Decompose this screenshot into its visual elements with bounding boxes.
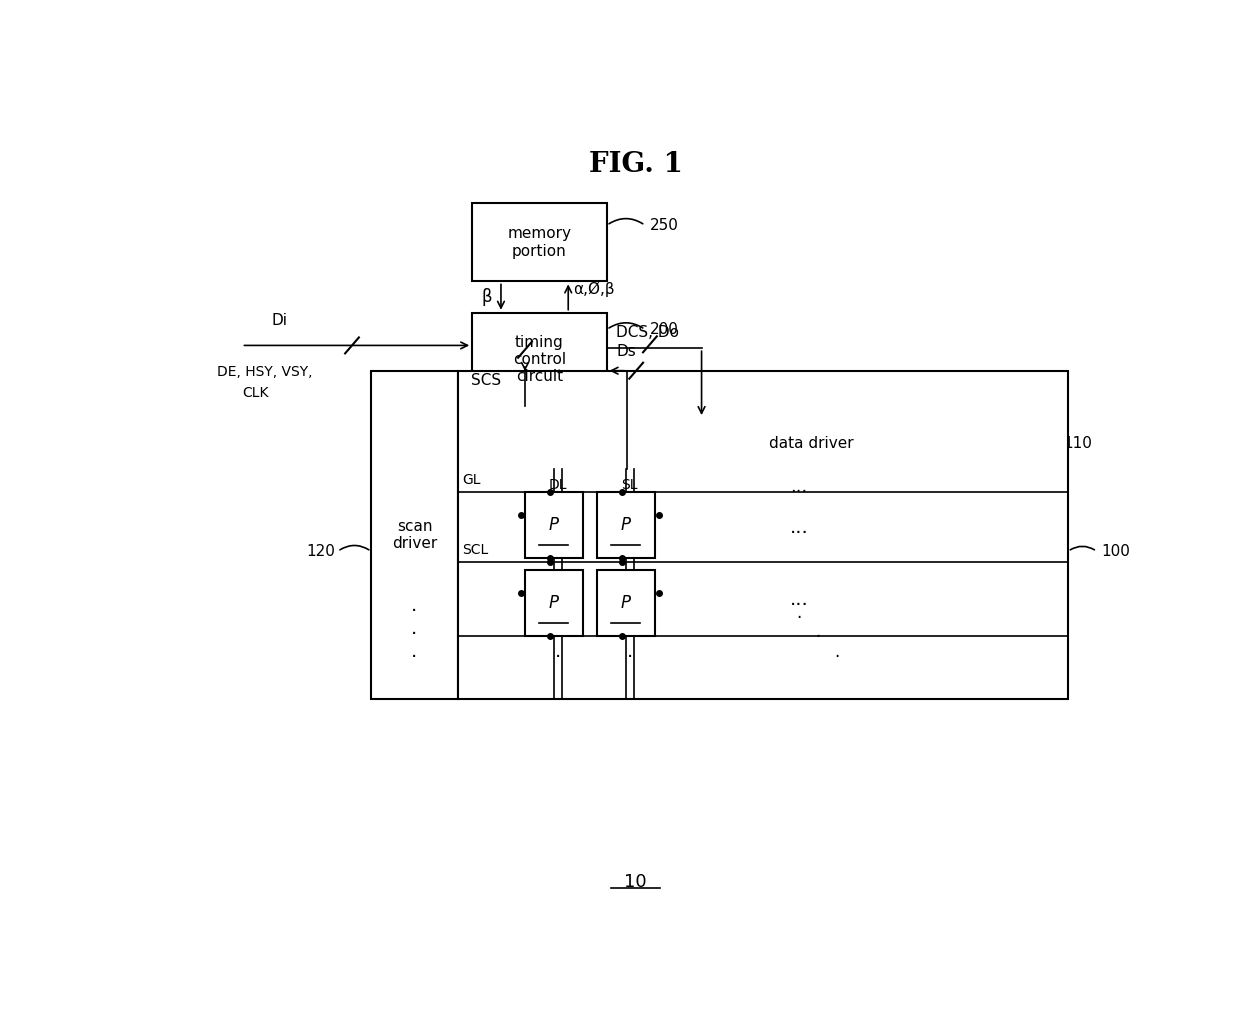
FancyBboxPatch shape xyxy=(525,492,583,558)
Text: .: . xyxy=(816,623,821,641)
Text: .: . xyxy=(412,596,418,615)
Text: ...: ... xyxy=(790,478,807,496)
FancyBboxPatch shape xyxy=(458,371,1068,699)
Text: P: P xyxy=(621,517,631,534)
Text: .: . xyxy=(626,596,632,615)
Text: .: . xyxy=(554,596,560,615)
Text: .: . xyxy=(626,642,632,661)
FancyBboxPatch shape xyxy=(596,570,655,636)
Text: Ds: Ds xyxy=(616,344,636,359)
Text: data driver: data driver xyxy=(769,436,853,451)
Text: DCS, Do: DCS, Do xyxy=(616,325,680,340)
Text: .: . xyxy=(412,642,418,661)
Text: P: P xyxy=(621,595,631,612)
Text: β: β xyxy=(481,288,492,306)
Text: 120: 120 xyxy=(306,544,335,559)
Text: .: . xyxy=(835,643,839,660)
Text: P: P xyxy=(549,517,559,534)
Text: P: P xyxy=(549,595,559,612)
Text: 200: 200 xyxy=(650,322,678,337)
Text: α,Ø,β: α,Ø,β xyxy=(573,282,615,297)
Text: .: . xyxy=(412,619,418,638)
Text: 250: 250 xyxy=(650,218,678,233)
Text: SCS: SCS xyxy=(471,374,501,388)
Text: .: . xyxy=(796,604,801,622)
Text: 10: 10 xyxy=(624,873,647,891)
Text: Di: Di xyxy=(272,313,288,328)
FancyBboxPatch shape xyxy=(371,371,458,699)
FancyBboxPatch shape xyxy=(472,204,606,282)
Text: timing
control
circuit: timing control circuit xyxy=(513,334,565,384)
Text: ...: ... xyxy=(790,590,808,609)
Text: .: . xyxy=(554,619,560,638)
Text: .: . xyxy=(554,642,560,661)
Text: 110: 110 xyxy=(1063,436,1092,451)
Text: DE, HSY, VSY,: DE, HSY, VSY, xyxy=(217,365,312,379)
Text: FIG. 1: FIG. 1 xyxy=(589,151,682,178)
Text: SCL: SCL xyxy=(463,543,489,557)
Text: GL: GL xyxy=(463,473,481,486)
Text: ...: ... xyxy=(790,518,808,537)
FancyBboxPatch shape xyxy=(472,313,606,406)
FancyBboxPatch shape xyxy=(593,418,1029,469)
FancyBboxPatch shape xyxy=(525,570,583,636)
Text: memory
portion: memory portion xyxy=(507,226,572,258)
Text: 100: 100 xyxy=(1101,544,1131,559)
Text: .: . xyxy=(626,619,632,638)
Text: CLK: CLK xyxy=(243,386,269,400)
FancyBboxPatch shape xyxy=(596,492,655,558)
Text: scan
driver: scan driver xyxy=(392,519,436,551)
Text: SL: SL xyxy=(621,478,639,492)
Text: DL: DL xyxy=(548,478,567,492)
